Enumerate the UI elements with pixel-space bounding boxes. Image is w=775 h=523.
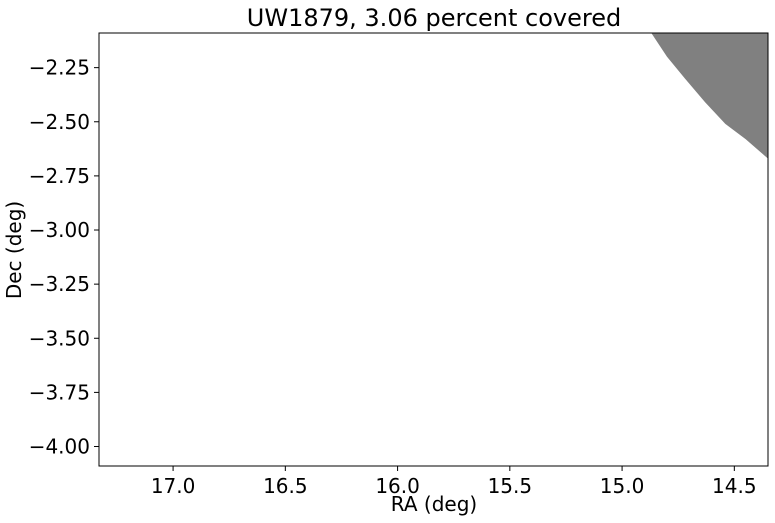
y-axis-label: Dec (deg) [2, 201, 26, 299]
x-tick-label: 17.0 [151, 474, 196, 498]
chart-title: UW1879, 3.06 percent covered [247, 4, 621, 32]
x-axis-label: RA (deg) [391, 492, 477, 516]
y-axis: −2.25 −2.50 −2.75 −3.00 −3.25 −3.50 −3.75 −4.00 [29, 56, 99, 459]
x-tick-label: 16.0 [375, 474, 420, 498]
y-tick-label: −2.50 [29, 110, 90, 134]
covered-region [651, 33, 768, 159]
y-tick-label: −3.00 [29, 218, 90, 242]
y-tick-label: −2.25 [29, 56, 90, 80]
plot-frame [98, 32, 769, 467]
y-tick-label: −4.00 [29, 435, 90, 459]
x-tick-label: 15.0 [600, 474, 645, 498]
y-tick-label: −3.25 [29, 272, 90, 296]
x-tick-label: 14.5 [712, 474, 757, 498]
y-tick-label: −3.75 [29, 380, 90, 404]
plot-area [651, 33, 768, 159]
x-axis: 17.0 16.5 16.0 15.5 15.0 14.5 [151, 466, 757, 498]
x-tick-label: 16.5 [263, 474, 308, 498]
y-tick-label: −2.75 [29, 164, 90, 188]
y-tick-label: −3.50 [29, 326, 90, 350]
x-tick-label: 15.5 [488, 474, 533, 498]
